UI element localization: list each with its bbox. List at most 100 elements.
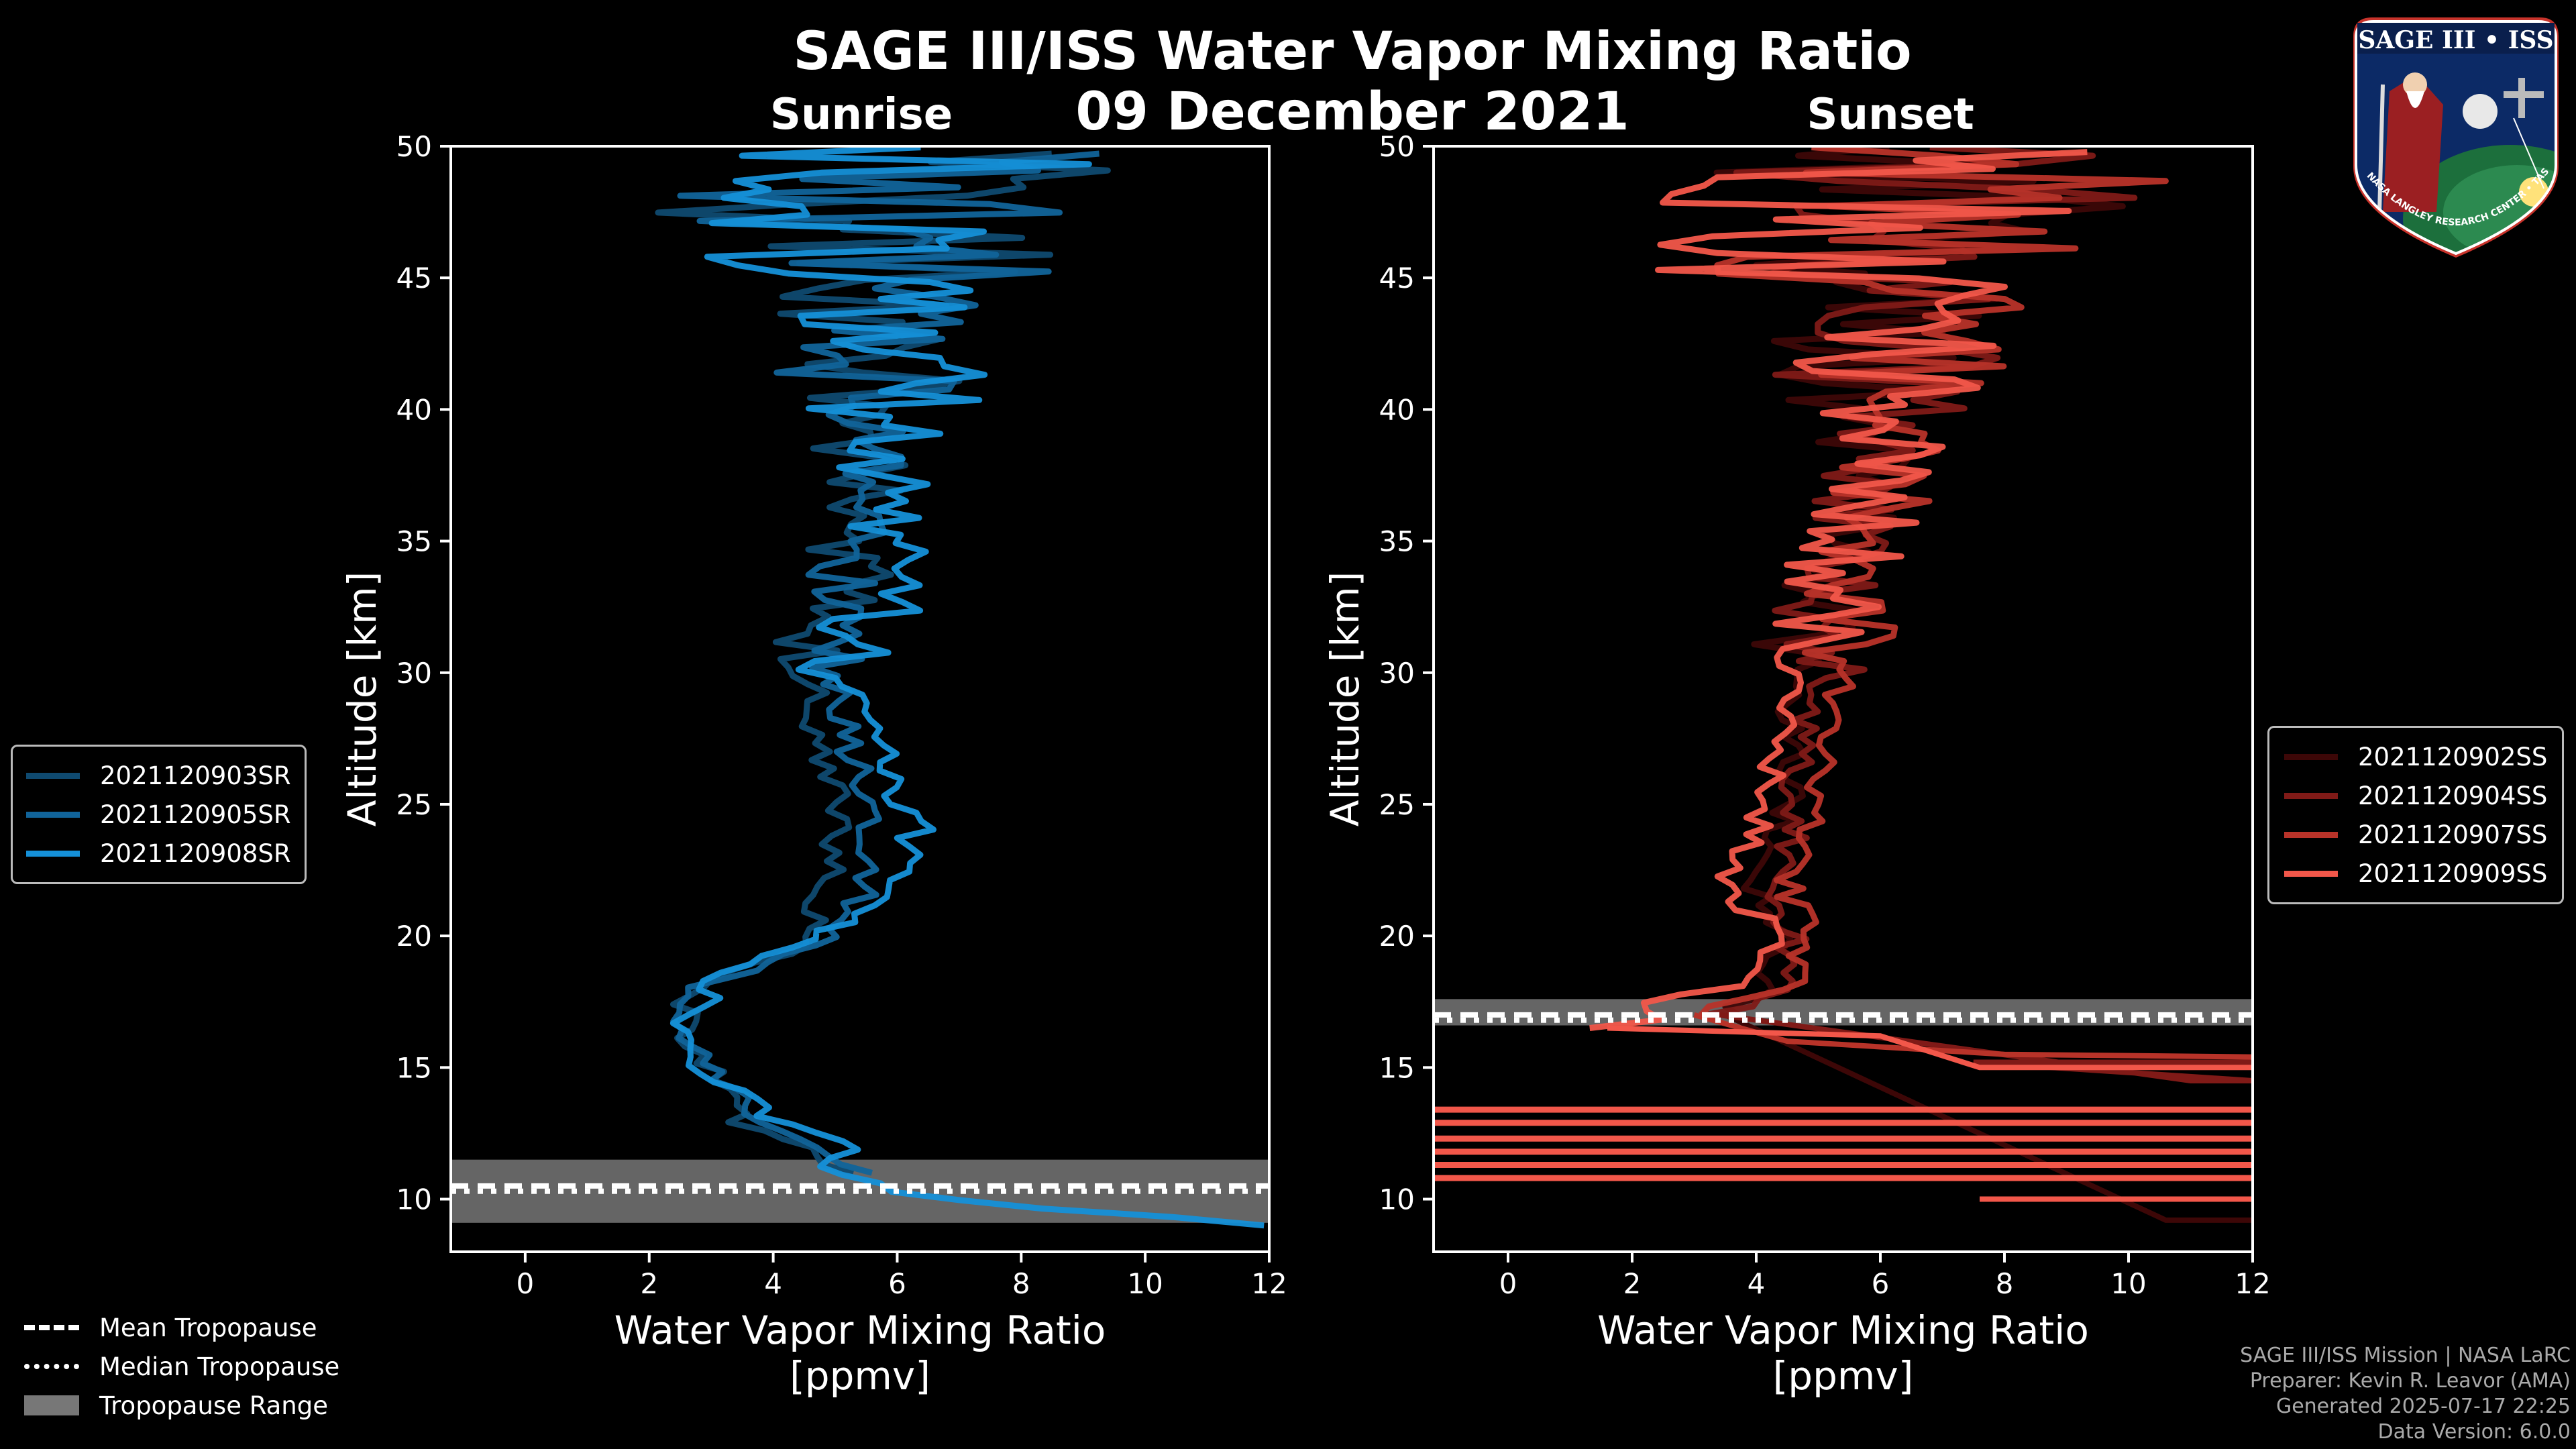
date-label: 09 December 2021: [1075, 82, 1629, 142]
sunrise-chart: 0 2 4 6 8 10 12 10 15 20 25 30 35 40 45 50 Water Vapor M…: [339, 130, 1287, 1399]
legend-line-ss-2: [2284, 831, 2338, 838]
legend-label-ss-1: 2021120904SS: [2358, 781, 2548, 810]
y-tick-label: 20: [396, 920, 432, 953]
y-axis-label: Altitude [km]: [1322, 572, 1368, 826]
series-lower-tail-2021120904SS: [1718, 1012, 2253, 1083]
mean-tropopause-symbol: [24, 1325, 79, 1330]
x-axis-unit-label: [ppmv]: [790, 1353, 930, 1399]
legend-item-sr-2: 2021120908SR: [26, 834, 291, 873]
x-tick-label: 12: [1251, 1267, 1287, 1300]
legend-label-ss-3: 2021120909SS: [2358, 859, 2548, 888]
y-tick-label: 10: [396, 1183, 432, 1216]
legend-item-sr-1: 2021120905SR: [26, 795, 291, 834]
credits-line-1: SAGE III/ISS Mission | NASA LaRC: [2240, 1344, 2571, 1367]
sunrise-legend: 2021120903SR 2021120905SR 2021120908SR: [11, 745, 307, 884]
page-title: SAGE III/ISS Water Vapor Mixing Ratio: [793, 21, 1912, 82]
x-tick-label: 2: [640, 1267, 658, 1300]
x-tick-label: 8: [1012, 1267, 1030, 1300]
series-line-2021120903SR: [655, 150, 1111, 1176]
credits-line-4: Data Version: 6.0.0: [2377, 1420, 2571, 1444]
legend-item-ss-2: 2021120907SS: [2284, 815, 2547, 854]
sunset-legend: 2021120902SS 2021120904SS 2021120907SS 2…: [2267, 726, 2565, 904]
legend-line-ss-3: [2284, 870, 2338, 877]
x-axis-unit-label: [ppmv]: [1773, 1353, 1914, 1399]
y-tick-label: 35: [1379, 525, 1415, 558]
legend-label-sr-1: 2021120905SR: [100, 800, 291, 829]
x-axis-label: Water Vapor Mixing Ratio: [614, 1307, 1106, 1353]
tropopause-range-label: Tropopause Range: [99, 1391, 329, 1420]
median-tropopause-label: Median Tropopause: [99, 1352, 340, 1381]
series-lower-tail-2021120902SS: [1724, 1012, 2253, 1223]
sage-mission-logo: SAGE III • ISS BALL • NASA LANGLEY RESEA…: [2339, 3, 2569, 260]
plot-area: [451, 146, 1269, 1229]
tropopause-range-swatch: [24, 1395, 79, 1415]
y-tick-label: 45: [396, 262, 432, 294]
legend-line-sr-2: [26, 850, 80, 857]
x-tick-label: 2: [1623, 1267, 1642, 1300]
credits-line-3: Generated 2025-07-17 22:25: [2275, 1395, 2571, 1418]
series-lower-tail-2021120907SS: [1693, 1012, 2253, 1060]
x-tick-label: 0: [517, 1267, 535, 1300]
tropopause-legend: Mean Tropopause Median Tropopause Tropop…: [24, 1308, 339, 1425]
y-tick-label: 40: [396, 393, 432, 426]
legend-line-sr-1: [26, 811, 80, 818]
y-tick-label: 30: [1379, 657, 1415, 690]
series-2021120903SR: [655, 150, 1111, 1176]
y-tick-label: 30: [396, 657, 432, 690]
sunset-chart: 0 2 4 6 8 10 12 10 15 20 25 30 35 40 45 50 Water Vapor M…: [1322, 130, 2271, 1399]
plot-area: [1434, 146, 2253, 1223]
legend-label-ss-2: 2021120907SS: [2358, 820, 2548, 849]
series-2021120907SS: [1693, 146, 2253, 1060]
series-2021120905SR: [670, 150, 1099, 1176]
x-tick-label: 8: [1996, 1267, 2014, 1300]
legend-item-ss-3: 2021120909SS: [2284, 854, 2547, 893]
x-tick-label: 12: [2235, 1267, 2270, 1300]
sunrise-label: Sunrise: [769, 90, 953, 140]
logo-text: SAGE III • ISS: [2358, 26, 2553, 54]
series-2021120909SS: [1589, 149, 2253, 1071]
y-tick-label: 25: [1379, 788, 1415, 821]
y-tick-label: 45: [1379, 262, 1415, 294]
legend-label-ss-0: 2021120902SS: [2358, 742, 2548, 771]
x-tick-label: 4: [1748, 1267, 1766, 1300]
legend-item-ss-0: 2021120902SS: [2284, 737, 2547, 776]
lower-horizontal-lines: [1434, 1106, 2253, 1202]
legend-item-tropopause-range: Tropopause Range: [24, 1386, 339, 1425]
y-axis-label: Altitude [km]: [339, 572, 385, 826]
x-tick-label: 6: [888, 1267, 906, 1300]
median-tropopause-symbol: [24, 1364, 79, 1369]
legend-item-ss-1: 2021120904SS: [2284, 776, 2547, 815]
legend-label-sr-2: 2021120908SR: [100, 839, 291, 868]
x-tick-label: 4: [764, 1267, 782, 1300]
legend-line-sr-0: [26, 772, 80, 779]
y-tick-label: 50: [396, 130, 432, 163]
y-tick-label: 10: [1379, 1183, 1415, 1216]
series-line-2021120907SS: [1699, 146, 2169, 1017]
x-tick-label: 0: [1499, 1267, 1517, 1300]
legend-line-ss-1: [2284, 792, 2338, 799]
y-tick-label: 15: [1379, 1051, 1415, 1084]
series-line-2021120905SR: [670, 150, 1099, 1176]
sunset-label: Sunset: [1807, 90, 1974, 140]
y-tick-label: 50: [1379, 130, 1415, 163]
y-tick-label: 40: [1379, 393, 1415, 426]
legend-item-mean-tropopause: Mean Tropopause: [24, 1308, 339, 1347]
credits: SAGE III/ISS Mission | NASA LaRC Prepare…: [2240, 1343, 2571, 1445]
x-tick-label: 6: [1872, 1267, 1890, 1300]
x-tick-label: 10: [2110, 1267, 2146, 1300]
y-tick-label: 35: [396, 525, 432, 558]
credits-line-2: Preparer: Kevin R. Leavor (AMA): [2249, 1369, 2571, 1393]
legend-item-median-tropopause: Median Tropopause: [24, 1347, 339, 1386]
series-line-2021120908SR: [669, 146, 1265, 1229]
legend-item-sr-0: 2021120903SR: [26, 756, 291, 795]
plot-frame: [1432, 145, 2254, 1253]
mean-tropopause-label: Mean Tropopause: [99, 1313, 317, 1342]
x-axis-label: Water Vapor Mixing Ratio: [1597, 1307, 2089, 1353]
legend-label-sr-0: 2021120903SR: [100, 761, 291, 790]
x-tick-label: 10: [1127, 1267, 1163, 1300]
legend-line-ss-0: [2284, 753, 2338, 760]
series-2021120908SR: [669, 146, 1265, 1229]
y-tick-label: 25: [396, 788, 432, 821]
y-tick-label: 15: [396, 1051, 432, 1084]
